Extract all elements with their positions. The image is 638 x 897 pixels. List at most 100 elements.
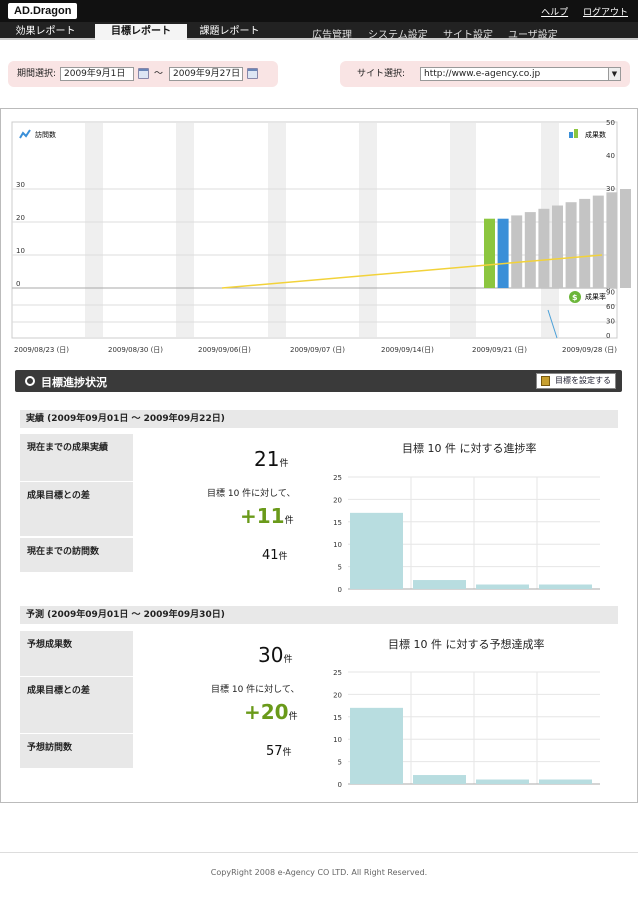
chart-bar: [350, 707, 403, 784]
site-filter: サイト選択: http://www.e-agency.co.jp ▼: [340, 61, 630, 87]
nav-site-settings[interactable]: サイト設定: [443, 30, 493, 41]
help-link[interactable]: ヘルプ: [541, 8, 569, 18]
chart-bar: [413, 580, 466, 589]
y-tick-label: 15: [333, 714, 342, 722]
right-tick-label: 40: [606, 152, 615, 160]
actual-diff-label: 成果目標との差: [20, 482, 133, 536]
weekend-band: [176, 123, 194, 337]
chart-bar: [538, 208, 550, 288]
app-logo: AD.Dragon: [8, 3, 78, 19]
nav-user-settings[interactable]: ユーザ設定: [508, 30, 558, 41]
x-tick-label: 2009/08/23 (日): [14, 346, 70, 354]
start-date-input[interactable]: 2009年9月1日: [60, 67, 134, 81]
end-date-input[interactable]: 2009年9月27日: [169, 67, 243, 81]
weekend-band: [450, 123, 476, 337]
chart-bar: [511, 215, 523, 288]
conversions-axis-label: 成果数: [585, 130, 606, 139]
weekend-band: [359, 123, 377, 337]
y-tick-label: 25: [333, 669, 342, 677]
site-select-value: http://www.e-agency.co.jp: [424, 69, 541, 79]
right-tick-label: 50: [606, 119, 615, 127]
left-tick-label: 20: [16, 214, 25, 222]
footer: CopyRight 2008 e-Agency CO LTD. All Righ…: [0, 852, 638, 877]
nav-ad-management[interactable]: 広告管理: [312, 30, 352, 41]
end-calendar-icon[interactable]: [247, 68, 258, 79]
y-tick-label: 20: [333, 496, 342, 504]
actual-result-value: 21件: [254, 447, 289, 471]
chart-bar: [476, 584, 529, 589]
forecast-diff-note: 目標 10 件に対して、: [211, 685, 300, 695]
rate-line: [547, 309, 558, 339]
forecast-chart-title: 目標 10 件 に対する予想達成率: [388, 638, 545, 651]
x-tick-label: 2009/09/14(日): [381, 346, 434, 354]
chart-bar: [539, 779, 592, 784]
chart-bar: [484, 218, 495, 288]
conversion-rate-label: 成果率: [585, 292, 606, 301]
progress-chart-title: 目標 10 件 に対する進捗率: [402, 442, 537, 455]
tab-issue-report[interactable]: 課題レポート: [199, 26, 260, 37]
chart-bar: [620, 189, 631, 288]
left-tick-label: 0: [16, 280, 20, 288]
chart-bar: [524, 212, 536, 288]
site-label: サイト選択:: [357, 69, 406, 79]
forecast-header: 予測 (2009年09月01日 ～ 2009年09月30日): [20, 606, 618, 624]
forecast-chart: 0 5 10 15 20 25: [333, 669, 600, 789]
actual-diff-value: +11件: [240, 504, 294, 528]
top-links: ヘルプ ログアウト: [529, 5, 628, 18]
forecast-result-label: 予想成果数: [20, 631, 133, 676]
x-tick-label: 2009/09/07 (日): [290, 346, 346, 354]
chart-bar: [592, 195, 604, 288]
visits-axis-label: 訪問数: [35, 130, 56, 139]
chart-bar: [606, 192, 618, 288]
trend-line: [221, 254, 603, 289]
y-tick-label: 0: [338, 586, 342, 594]
conversions-icon: [569, 129, 578, 138]
section-title: 目標進捗状況: [41, 376, 107, 389]
forecast-visits-label: 予想訪問数: [20, 734, 133, 768]
set-goal-button[interactable]: 目標を設定する: [536, 373, 616, 389]
rate-tick-label: 30: [606, 318, 615, 326]
y-tick-label: 5: [338, 564, 342, 572]
chart-bar: [350, 512, 403, 589]
x-tick-label: 2009/08/30 (日): [108, 346, 164, 354]
rate-tick-label: 90: [606, 289, 615, 297]
chart-bar: [552, 205, 563, 288]
tab-effect-report[interactable]: 効果レポート: [15, 26, 76, 37]
date-range-tilde: ～: [154, 69, 164, 79]
actual-header: 実績 (2009年09月01日 ～ 2009年09月22日): [20, 410, 618, 428]
y-tick-label: 5: [338, 759, 342, 767]
actual-visits-label: 現在までの訪問数: [20, 538, 133, 572]
y-tick-label: 20: [333, 691, 342, 699]
chevron-down-icon[interactable]: ▼: [608, 68, 620, 80]
dollar-icon: [569, 291, 581, 303]
nav-system-settings[interactable]: システム設定: [368, 30, 428, 41]
site-select[interactable]: http://www.e-agency.co.jp ▼: [420, 67, 621, 81]
right-tick-label: 30: [606, 185, 615, 193]
svg-text:$: $: [572, 293, 578, 302]
goal-progress-header: 目標進捗状況 目標を設定する: [15, 370, 622, 392]
progress-chart: 0 5 10 15 20 25: [333, 474, 600, 594]
chart-bar: [497, 218, 509, 288]
actual-diff-note: 目標 10 件に対して、: [207, 489, 296, 499]
nav-bar: 効果レポート 目標レポート 課題レポート 広告管理 システム設定 サイト設定 ユ…: [0, 22, 638, 41]
y-tick-label: 25: [333, 474, 342, 482]
logout-link[interactable]: ログアウト: [582, 8, 628, 18]
y-tick-label: 15: [333, 519, 342, 527]
actual-visits-value: 41件: [262, 548, 288, 563]
rate-tick-label: 0: [606, 332, 610, 340]
actual-result-label: 現在までの成果実績: [20, 434, 133, 481]
pencil-icon: [541, 376, 550, 386]
start-calendar-icon[interactable]: [138, 68, 149, 79]
chart-bar: [565, 202, 577, 288]
tab-goal-report[interactable]: 目標レポート: [95, 24, 187, 40]
y-tick-label: 10: [333, 541, 342, 549]
visits-icon: [19, 129, 31, 139]
x-tick-label: 2009/09/06(日): [198, 346, 251, 354]
y-tick-label: 10: [333, 736, 342, 744]
top-bar: AD.Dragon ヘルプ ログアウト: [0, 0, 638, 22]
left-tick-label: 10: [16, 247, 25, 255]
forecast-diff-value: +20件: [244, 700, 298, 724]
chart-bar: [539, 584, 592, 589]
set-goal-label: 目標を設定する: [555, 376, 611, 385]
chart-bar: [476, 779, 529, 784]
